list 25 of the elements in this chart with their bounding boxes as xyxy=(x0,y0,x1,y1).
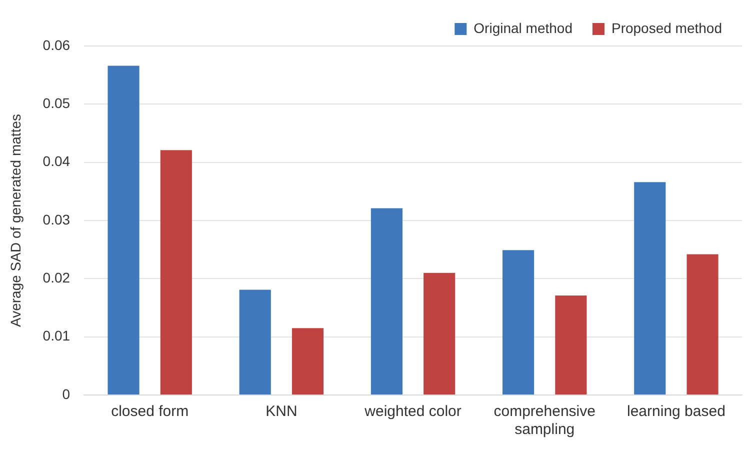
bar xyxy=(239,290,271,394)
x-tick-label: comprehensive sampling xyxy=(494,403,596,438)
y-tick-label: 0.05 xyxy=(42,95,70,112)
bar xyxy=(424,272,456,394)
bar xyxy=(555,296,587,394)
bar xyxy=(634,182,666,394)
y-tick-label: 0.04 xyxy=(42,153,70,170)
y-tick-label: 0.02 xyxy=(42,270,70,286)
bar xyxy=(108,66,140,394)
x-tick-label: KNN xyxy=(266,403,298,420)
legend-label: Original method xyxy=(474,20,572,36)
bar xyxy=(686,254,718,394)
legend-label: Proposed method xyxy=(611,20,722,36)
y-tick-label: 0.01 xyxy=(42,328,70,344)
bar xyxy=(292,328,324,394)
bar xyxy=(370,208,402,394)
x-tick-label: weighted color xyxy=(364,403,462,420)
x-tick-label: learning based xyxy=(626,403,726,420)
x-tick-label: closed form xyxy=(111,403,189,420)
y-tick-label: 0 xyxy=(62,386,70,402)
y-tick-label: 0.06 xyxy=(42,36,70,53)
bar xyxy=(160,150,192,394)
bar xyxy=(502,250,534,394)
y-tick-label: 0.03 xyxy=(42,211,70,228)
y-axis-title: Average SAD of generated mattes xyxy=(7,114,24,327)
